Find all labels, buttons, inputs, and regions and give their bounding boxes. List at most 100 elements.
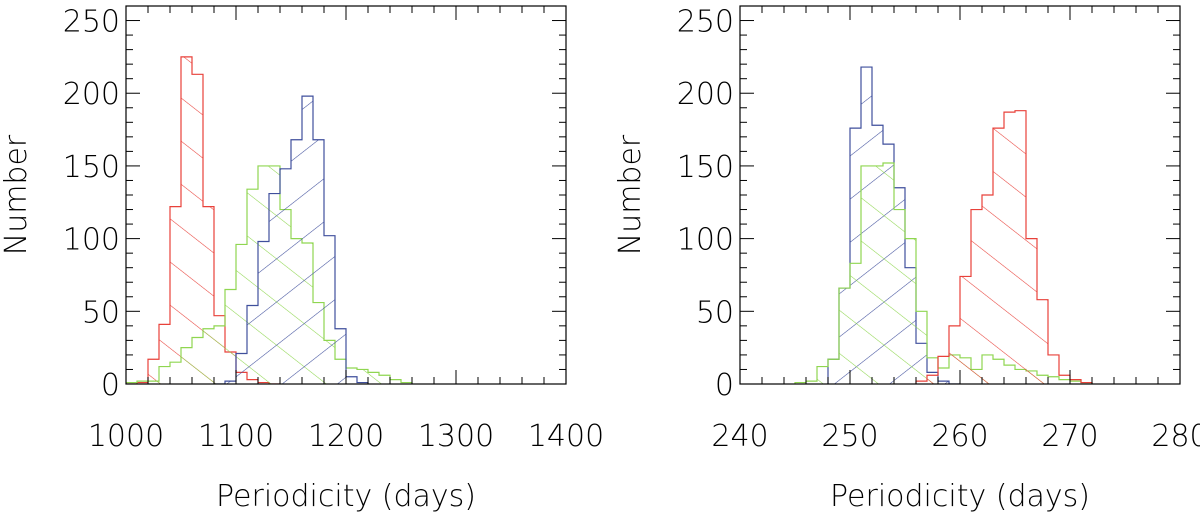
- bar: [828, 359, 839, 384]
- bar: [390, 379, 401, 384]
- y-tick-label: 0: [715, 368, 734, 403]
- bar: [795, 382, 806, 384]
- bar: [192, 337, 203, 384]
- bar: [170, 206, 181, 384]
- bar: [225, 381, 236, 384]
- x-tick-label: 270: [1041, 419, 1098, 454]
- bar: [1037, 299, 1048, 384]
- bar: [982, 195, 993, 384]
- bar: [971, 209, 982, 384]
- x-tick-labels: 1000 1100 1200 1300 1400: [88, 419, 604, 454]
- y-tick-labels: 0 50 100 150 200 250: [63, 5, 120, 403]
- panel-right: 240 250 260 270 280 0 50 100 150 200 250 Periodic…: [613, 5, 1200, 514]
- bar: [357, 382, 368, 384]
- bar: [324, 235, 335, 384]
- x-tick-label: 250: [821, 419, 878, 454]
- bar: [401, 382, 412, 384]
- bar: [905, 238, 916, 384]
- y-tick-label: 50: [696, 295, 734, 330]
- x-tick-label: 240: [711, 419, 768, 454]
- y-tick-label: 100: [63, 223, 120, 258]
- bar: [817, 366, 828, 384]
- x-tick-label: 1400: [528, 419, 604, 454]
- bar: [938, 356, 949, 384]
- series-2-outline: [915, 110, 1093, 384]
- bar: [861, 165, 872, 384]
- bar: [170, 362, 181, 384]
- bar: [236, 353, 247, 384]
- bar: [872, 165, 883, 384]
- bar: [181, 56, 192, 384]
- y-tick-label: 250: [677, 5, 734, 40]
- bar: [148, 381, 159, 384]
- bar: [916, 311, 927, 384]
- bar: [346, 376, 357, 384]
- bar: [148, 359, 159, 384]
- series-2-bars: [214, 95, 369, 384]
- bar: [214, 325, 225, 384]
- bar: [247, 189, 258, 384]
- y-tick-label: 150: [63, 150, 120, 185]
- bar: [236, 244, 247, 384]
- bar: [1081, 382, 1092, 384]
- bar: [357, 369, 368, 384]
- histograms: [126, 56, 413, 384]
- bar: [949, 325, 960, 384]
- x-tick-label: 1300: [418, 419, 494, 454]
- bar: [137, 381, 148, 384]
- bar: [126, 382, 137, 384]
- y-axis-label: Number: [0, 134, 34, 255]
- x-tick-label: 260: [931, 419, 988, 454]
- series-1-outline: [126, 165, 413, 384]
- y-tick-label: 250: [63, 5, 120, 40]
- series-2-bars: [915, 110, 1093, 384]
- bar: [1048, 354, 1059, 384]
- bar: [203, 328, 214, 384]
- bar: [1004, 112, 1015, 384]
- x-axis-label: Periodicity (days): [830, 479, 1090, 514]
- x-tick-label: 1200: [308, 419, 384, 454]
- x-tick-label: 1000: [88, 419, 164, 454]
- y-tick-labels: 0 50 100 150 200 250: [677, 5, 734, 403]
- x-tick-label: 1100: [198, 419, 274, 454]
- bar: [159, 324, 170, 384]
- y-tick-label: 0: [101, 368, 120, 403]
- axis-ticks: [125, 5, 567, 385]
- bar: [1059, 375, 1070, 384]
- bar: [927, 375, 938, 384]
- x-axis-label: Periodicity (days): [216, 479, 476, 514]
- x-tick-label: 280: [1151, 419, 1200, 454]
- bar: [1070, 379, 1081, 384]
- bar: [916, 381, 927, 384]
- bar: [291, 139, 302, 384]
- bar: [927, 357, 938, 384]
- y-tick-label: 150: [677, 150, 734, 185]
- bar: [159, 366, 170, 384]
- bar: [181, 347, 192, 384]
- bar: [280, 168, 291, 384]
- bar: [839, 288, 850, 384]
- y-tick-label: 200: [63, 77, 120, 112]
- bar: [806, 381, 817, 384]
- bar: [883, 163, 894, 384]
- bar: [258, 241, 269, 384]
- bar: [346, 368, 357, 384]
- panel-left: 1000 1100 1200 1300 1400 0 50 100 150 200 250 Per…: [0, 5, 604, 514]
- bar: [302, 96, 313, 384]
- bar: [1026, 238, 1037, 384]
- y-tick-label: 100: [677, 223, 734, 258]
- bar: [894, 209, 905, 384]
- histograms: [794, 66, 1093, 384]
- bar: [368, 372, 379, 384]
- bar: [225, 289, 236, 384]
- bar: [960, 276, 971, 384]
- bar: [313, 139, 324, 384]
- series-2-outline: [214, 95, 369, 384]
- axis-ticks: [739, 5, 1181, 385]
- bar: [192, 74, 203, 384]
- bar: [269, 193, 280, 384]
- bar: [247, 305, 258, 384]
- y-axis-label: Number: [613, 134, 648, 255]
- bar: [993, 128, 1004, 384]
